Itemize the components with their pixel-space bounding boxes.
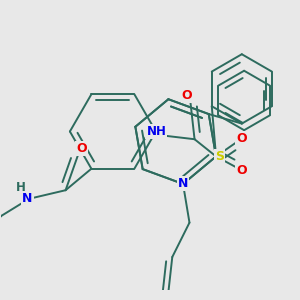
Text: O: O bbox=[182, 89, 192, 102]
Text: N: N bbox=[178, 177, 188, 190]
Text: O: O bbox=[236, 164, 247, 177]
Text: NH: NH bbox=[146, 125, 166, 138]
Text: O: O bbox=[236, 132, 247, 146]
Text: H: H bbox=[16, 181, 26, 194]
Text: S: S bbox=[215, 150, 224, 163]
Text: O: O bbox=[76, 142, 87, 155]
Text: N: N bbox=[22, 192, 33, 205]
